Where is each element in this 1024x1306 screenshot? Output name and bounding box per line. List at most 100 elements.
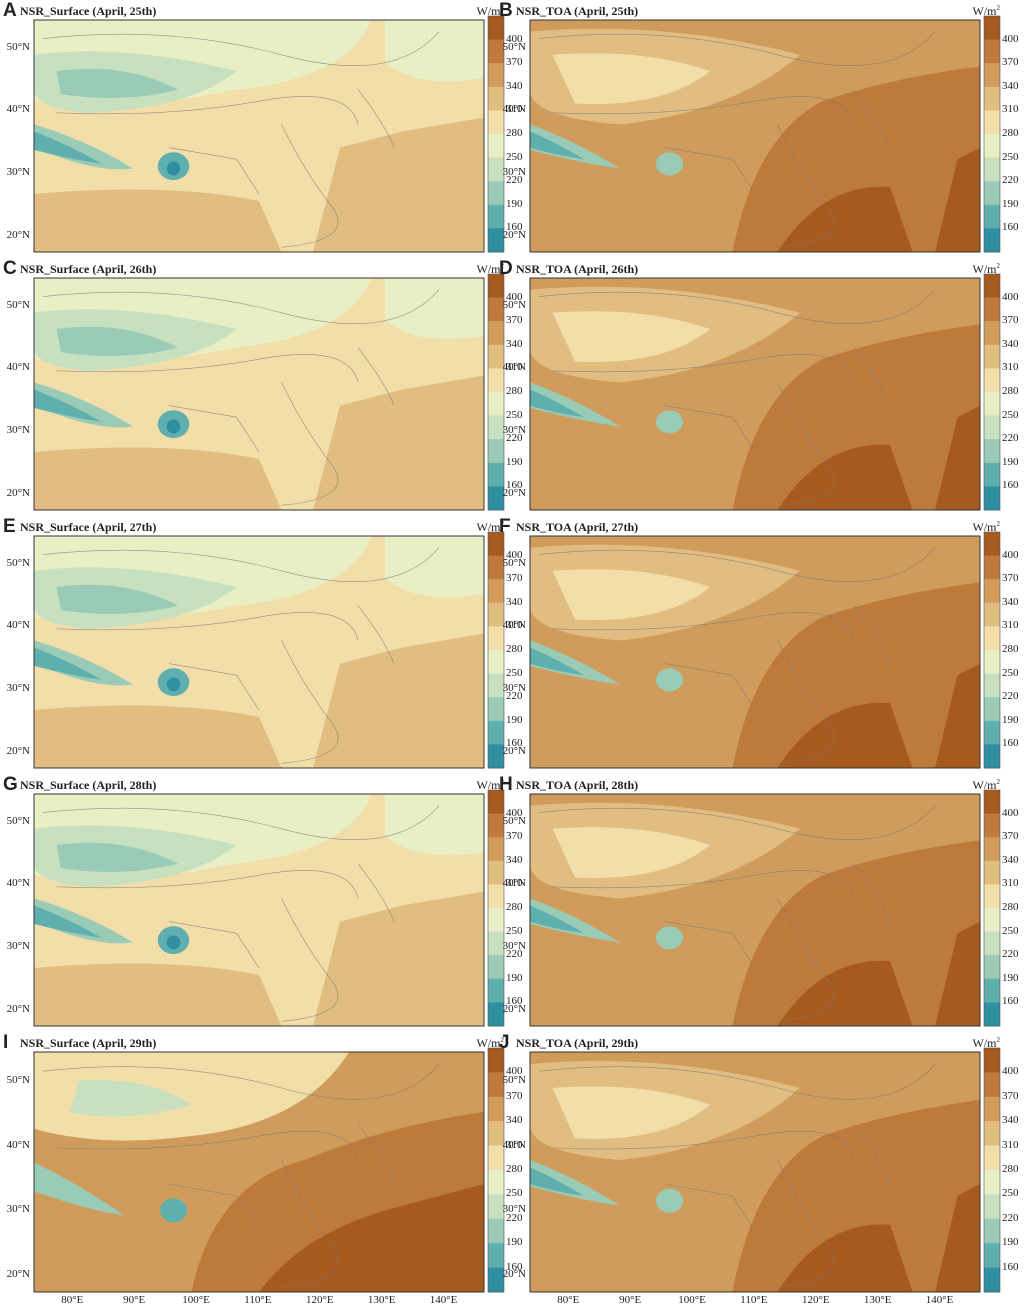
colorbar-swatch (488, 650, 504, 675)
colorbar-tick-label: 250 (1002, 1187, 1019, 1200)
colorbar-tick-label: 160 (506, 737, 523, 750)
latitude-label: 50°N (502, 1073, 526, 1086)
colorbar-swatch (488, 673, 504, 698)
colorbar-swatch (984, 228, 1000, 253)
colorbar-tick-label: 340 (1002, 337, 1019, 350)
latitude-label: 50°N (6, 298, 30, 311)
latitude-label: 30°N (502, 424, 526, 437)
colorbar-tick-label: 190 (1002, 455, 1019, 468)
colorbar-tick-label: 190 (506, 1236, 523, 1249)
colorbar-tick-label: 190 (506, 197, 523, 210)
boundary-lines (42, 1063, 440, 1288)
panel-title: NSR_TOA (April, 28th) (516, 778, 639, 792)
colorbar-swatch (984, 908, 1000, 933)
colorbar-swatch (488, 860, 504, 885)
colorbar-swatch (984, 204, 1000, 229)
colorbar-swatch (984, 931, 1000, 956)
colorbar-tick-label: 220 (506, 1211, 523, 1224)
colorbar-swatch (488, 1218, 504, 1244)
field-layers (530, 544, 980, 768)
latitude-label: 30°N (6, 166, 30, 179)
colorbar (983, 1047, 1001, 1293)
panel-title: NSR_TOA (April, 26th) (516, 262, 639, 276)
colorbar-tick-label: 310 (506, 619, 523, 632)
colorbar-swatch (488, 532, 504, 557)
map-panel-d: D NSR_TOA (April, 26th) W/m2 400 370 340 310 28… (496, 258, 1019, 518)
map-canvas (33, 1047, 505, 1293)
latitude-label: 20°N (6, 744, 30, 757)
longitude-label: 120°E (305, 1294, 334, 1306)
longitude-label: 90°E (619, 1294, 642, 1306)
colorbar-tick-label: 220 (506, 432, 523, 445)
boundary-lines (538, 547, 936, 764)
colorbar (487, 789, 505, 1027)
colorbar-tick-label: 310 (1002, 877, 1019, 890)
colorbar-swatch (488, 884, 504, 909)
panel-letter: C (3, 258, 17, 279)
colorbar-swatch (488, 1121, 504, 1147)
colorbar (983, 15, 1001, 253)
colorbar-tick-label: 280 (506, 385, 523, 397)
latitude-label: 40°N (6, 1138, 30, 1151)
colorbar-tick-label: 310 (506, 1138, 523, 1151)
latitude-label: 50°N (6, 40, 30, 53)
map-panel-h: H NSR_TOA (April, 28th) W/m2 400 370 340 310 28… (496, 774, 1019, 1034)
colorbar-tick-label: 310 (506, 361, 523, 374)
colorbar-swatch (984, 297, 1000, 322)
colorbar-swatch (984, 415, 1000, 440)
colorbar-swatch (488, 579, 504, 604)
latitude-label: 50°N (502, 298, 526, 311)
colorbar-tick-label: 370 (1002, 830, 1019, 843)
colorbar-swatch (984, 134, 1000, 159)
colorbar-tick-label: 160 (506, 221, 523, 234)
longitude-label: 130°E (863, 1294, 892, 1306)
colorbar-swatch (488, 744, 504, 769)
colorbar-swatch (984, 344, 1000, 369)
colorbar-tick-label: 160 (1002, 221, 1019, 234)
longitude-label: 110°E (740, 1294, 768, 1306)
colorbar-swatch (488, 1267, 504, 1293)
unit-label: W/m2 (972, 778, 1001, 792)
colorbar-tick-label: 400 (1002, 548, 1019, 561)
colorbar-tick-label: 370 (506, 1089, 523, 1102)
colorbar-swatch (488, 462, 504, 487)
colorbar (983, 789, 1001, 1027)
field-layers (34, 536, 484, 768)
field-layers (530, 1061, 980, 1292)
colorbar-tick-label: 370 (506, 314, 523, 327)
colorbar-swatch (984, 1145, 1000, 1171)
colorbar-swatch (984, 1218, 1000, 1244)
map-canvas (33, 273, 505, 511)
latitude-label: 30°N (502, 940, 526, 953)
panel-title: NSR_Surface (April, 27th) (20, 520, 157, 534)
colorbar-tick-label: 160 (1002, 479, 1019, 492)
colorbar (983, 531, 1001, 769)
latitude-label: 40°N (502, 619, 526, 632)
unit-label: W/m2 (476, 520, 505, 534)
boundary-lines (42, 547, 440, 764)
panel-letter: B (499, 0, 513, 21)
colorbar-tick-label: 250 (506, 150, 523, 163)
colorbar-tick-label: 250 (506, 924, 523, 937)
colorbar-swatch (984, 110, 1000, 135)
unit-label: W/m2 (476, 778, 505, 792)
latitude-label: 40°N (502, 103, 526, 116)
colorbar-swatch (488, 837, 504, 862)
colorbar-tick-label: 340 (506, 595, 523, 608)
colorbar-tick-label: 190 (506, 971, 523, 984)
longitude-label: 120°E (801, 1294, 830, 1306)
latitude-label: 50°N (6, 1073, 30, 1086)
latitude-label: 40°N (6, 361, 30, 374)
colorbar-swatch (984, 1243, 1000, 1269)
latitude-label: 20°N (502, 744, 526, 757)
latitude-label: 50°N (6, 814, 30, 827)
latitude-label: 20°N (6, 1268, 30, 1281)
colorbar-swatch (488, 978, 504, 1003)
colorbar-swatch (984, 555, 1000, 580)
colorbar-tick-label: 280 (506, 643, 523, 655)
colorbar-tick-label: 370 (1002, 56, 1019, 69)
unit-label: W/m2 (972, 1036, 1001, 1050)
colorbar-tick-label: 190 (1002, 1236, 1019, 1249)
colorbar-swatch (984, 392, 1000, 417)
panel-letter: A (3, 0, 17, 21)
